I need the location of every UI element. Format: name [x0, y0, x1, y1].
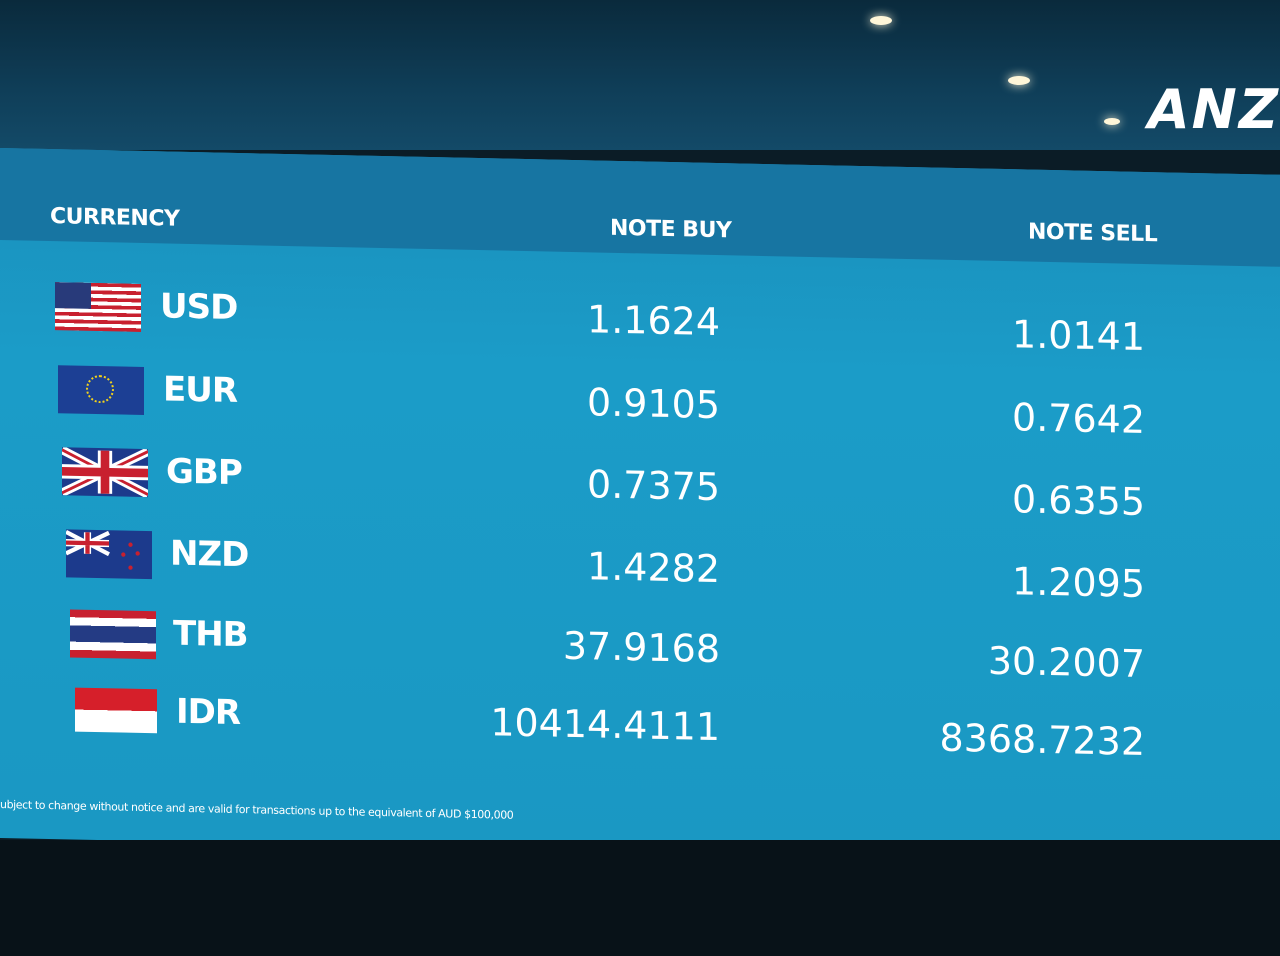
note-buy-value: 37.9168 [562, 623, 720, 672]
note-sell-value: 1.2095 [1012, 559, 1145, 606]
note-sell-value: 30.2007 [987, 638, 1145, 686]
ceiling-light [870, 16, 892, 25]
ceiling-light [1104, 118, 1120, 125]
note-sell-value: 0.6355 [1012, 477, 1145, 524]
currency-code: USD [160, 286, 238, 328]
anz-logo: ANZ [1147, 78, 1280, 141]
indonesia-flag-icon [75, 687, 157, 734]
currency-code: EUR [163, 369, 238, 411]
note-buy-value: 0.9105 [587, 380, 720, 428]
currency-code: GBP [166, 451, 242, 494]
table-row: NZD 1.4282 1.2095 [0, 520, 1280, 627]
ceiling-light [1008, 76, 1030, 85]
table-header: CURRENCY NOTE BUY NOTE SELL [0, 148, 1280, 267]
header-currency: CURRENCY [50, 204, 180, 232]
currency-code: NZD [170, 533, 249, 576]
us-flag-icon [55, 282, 141, 332]
nz-flag-icon [66, 529, 152, 580]
note-buy-value: 0.7375 [587, 462, 720, 510]
note-sell-value: 1.0141 [1012, 312, 1145, 359]
note-sell-value: 8368.7232 [939, 715, 1146, 764]
exchange-rate-board: CURRENCY NOTE BUY NOTE SELL USD 1.1624 1… [0, 148, 1280, 865]
disclaimer-text: ubject to change without notice and are … [0, 798, 514, 822]
table-row: GBP 0.7375 0.6355 [0, 438, 1280, 545]
header-note-sell: NOTE SELL [1028, 219, 1158, 248]
currency-code: IDR [176, 691, 241, 734]
thailand-flag-icon [70, 609, 156, 660]
ceiling-background: ANZ [0, 0, 1280, 150]
note-sell-value: 0.7642 [1012, 395, 1145, 442]
monitor-bezel [0, 840, 1280, 956]
note-buy-value: 10414.4111 [490, 700, 720, 750]
note-buy-value: 1.1624 [587, 297, 720, 345]
header-note-buy: NOTE BUY [610, 215, 732, 244]
currency-code: THB [173, 613, 248, 656]
uk-flag-icon [62, 447, 148, 498]
eu-flag-icon [58, 365, 144, 416]
note-buy-value: 1.4282 [587, 544, 720, 592]
